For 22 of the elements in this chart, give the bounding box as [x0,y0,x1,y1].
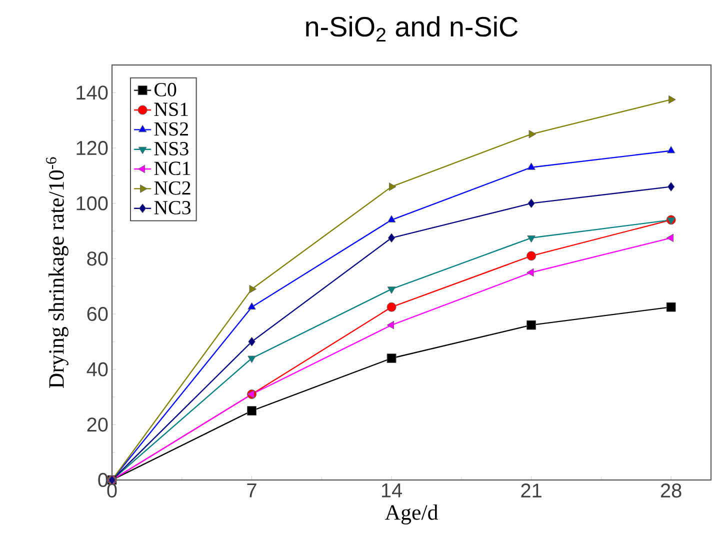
y-tick-label: 80 [87,252,108,266]
legend-label: C0 [154,82,176,96]
y-tick-label: 60 [87,306,108,322]
legend-label: NC3 [154,201,191,214]
x-tick-label: 21 [521,484,542,498]
x-axis-title: Age/d [384,504,438,524]
y-tick-label: 40 [86,362,108,376]
y-tick-label: 100 [76,196,108,210]
y-tick-label: 0 [98,472,108,488]
x-tick-label: 28 [660,484,682,498]
legend-label: NS1 [154,102,188,116]
x-tick-label: 14 [382,484,402,498]
legend-label: NC1 [154,162,190,176]
legend-label: NS2 [154,122,188,136]
chart-title: n-SiO$_{2}$ and n-SiC [306,16,518,42]
legend-label: NC2 [154,181,190,195]
x-tick-label: 7 [247,484,256,498]
y-tick-label: 20 [87,418,108,432]
y-axis-title: Drying shrinkage rate/10$^{-6}$ [46,157,68,388]
y-tick-label: 120 [76,140,108,156]
legend-label: NS3 [154,142,188,156]
y-tick-label: 140 [76,86,108,100]
